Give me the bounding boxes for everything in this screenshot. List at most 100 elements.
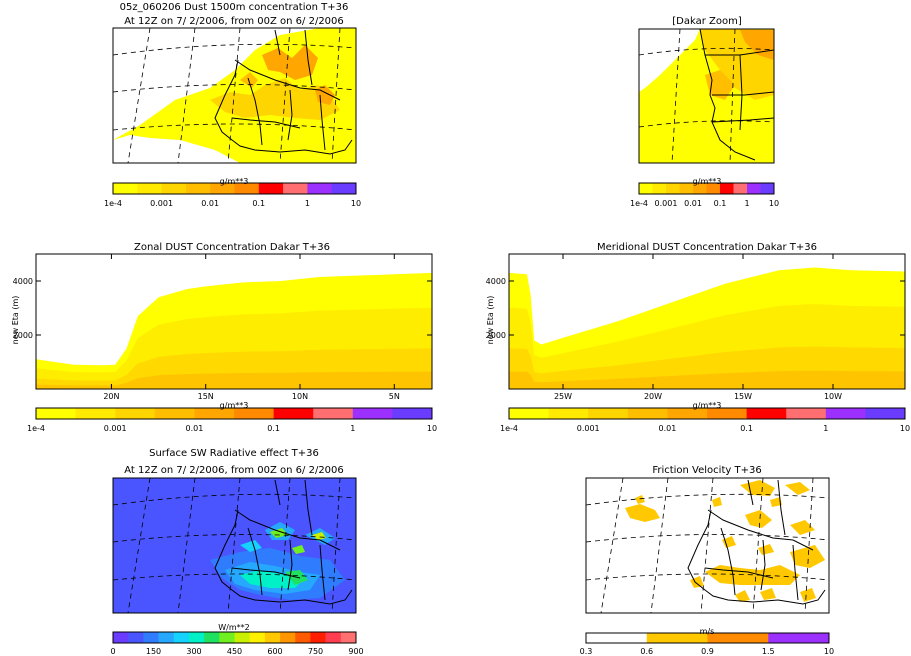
colorbar-swatch bbox=[652, 183, 667, 194]
colorbar-swatch bbox=[204, 632, 220, 643]
x-tick-label: 20N bbox=[103, 392, 119, 401]
colorbar-swatch bbox=[219, 632, 235, 643]
colorbar-swatch bbox=[331, 183, 357, 194]
colorbar-tick-label: 1.5 bbox=[762, 647, 775, 656]
colorbar-swatch bbox=[154, 408, 195, 419]
colorbar-swatch bbox=[258, 183, 284, 194]
colorbar-swatch bbox=[693, 183, 707, 194]
colorbar-tick-label: 1 bbox=[823, 424, 828, 433]
dust-colorbar-zonal: 1e-4 0.001 0.01 0.1 1 10 bbox=[27, 407, 437, 433]
colorbar-swatch bbox=[234, 632, 250, 643]
colorbar-tick-label: 900 bbox=[348, 647, 363, 656]
colorbar-swatch bbox=[234, 408, 274, 419]
dust-colorbar-zoom: 1e-4 0.001 0.01 0.1 1 10 bbox=[630, 182, 779, 208]
cb6-label: m/s bbox=[700, 627, 715, 636]
colorbar-tick-label: 0.01 bbox=[658, 424, 676, 433]
colorbar-swatch bbox=[586, 633, 648, 643]
colorbar-swatch bbox=[509, 408, 549, 419]
colorbar-tick-label: 0.01 bbox=[185, 424, 203, 433]
y-tick-label: 2000 bbox=[13, 331, 33, 340]
x-tick-label: 15W bbox=[734, 392, 752, 401]
colorbar-tick-label: 150 bbox=[146, 647, 161, 656]
colorbar-tick-label: 0.1 bbox=[267, 424, 280, 433]
colorbar-swatch bbox=[313, 408, 354, 419]
colorbar-tick-label: 1e-4 bbox=[104, 199, 122, 208]
colorbar-tick-label: 10 bbox=[351, 199, 361, 208]
colorbar-tick-label: 0.9 bbox=[701, 647, 714, 656]
colorbar-swatch bbox=[113, 632, 129, 643]
colorbar-tick-label: 1e-4 bbox=[630, 199, 648, 208]
cb4-label: g/m**3 bbox=[693, 401, 722, 410]
colorbar-swatch bbox=[310, 632, 326, 643]
colorbar-tick-label: 10 bbox=[824, 647, 834, 656]
zonal-title: Zonal DUST Concentration Dakar T+36 bbox=[134, 242, 330, 253]
sw-map-panel bbox=[112, 477, 357, 614]
colorbar-swatch bbox=[115, 408, 156, 419]
dust-colorbar-main: 1e-4 0.001 0.01 0.1 1 10 bbox=[104, 182, 361, 208]
colorbar-swatch bbox=[113, 183, 138, 194]
colorbar-tick-label: 0 bbox=[110, 647, 115, 656]
colorbar-swatch bbox=[706, 183, 721, 194]
colorbar-swatch bbox=[760, 183, 775, 194]
colorbar-swatch bbox=[210, 183, 235, 194]
x-tick-label: 10W bbox=[824, 392, 842, 401]
colorbar-tick-label: 450 bbox=[227, 647, 242, 656]
sw-subtitle: At 12Z on 7/ 2/2006, from 00Z on 6/ 2/20… bbox=[124, 465, 344, 476]
y-tick-label: 2000 bbox=[486, 331, 506, 340]
colorbar-swatch bbox=[639, 183, 653, 194]
colorbar-swatch bbox=[137, 183, 162, 194]
x-tick-label: 25W bbox=[554, 392, 572, 401]
colorbar-swatch bbox=[627, 408, 668, 419]
colorbar-swatch bbox=[188, 632, 205, 643]
colorbar-tick-label: 1 bbox=[305, 199, 310, 208]
colorbar-swatch bbox=[707, 408, 747, 419]
colorbar-swatch bbox=[825, 408, 866, 419]
colorbar-swatch bbox=[161, 183, 187, 194]
cb2-label: g/m**3 bbox=[693, 177, 722, 186]
colorbar-tick-label: 1 bbox=[350, 424, 355, 433]
meridional-section-panel: 2000 4000 25W 20W 15W 10W bbox=[486, 253, 906, 401]
colorbar-swatch bbox=[340, 632, 357, 643]
colorbar-swatch bbox=[249, 632, 266, 643]
dust-layer-inner bbox=[509, 370, 905, 389]
colorbar-tick-label: 0.001 bbox=[577, 424, 600, 433]
colorbar-swatch bbox=[392, 408, 433, 419]
colorbar-swatch bbox=[325, 632, 342, 643]
colorbar-swatch bbox=[865, 408, 906, 419]
colorbar-swatch bbox=[264, 632, 281, 643]
colorbar-tick-label: 1 bbox=[744, 199, 749, 208]
colorbar-tick-label: 0.001 bbox=[655, 199, 678, 208]
colorbar-tick-label: 1e-4 bbox=[27, 424, 45, 433]
x-tick-label: 5N bbox=[389, 392, 400, 401]
colorbar-tick-label: 10 bbox=[900, 424, 910, 433]
main-subtitle: At 12Z on 7/ 2/2006, from 00Z on 6/ 2/20… bbox=[124, 16, 344, 27]
dakar-zoom-panel bbox=[638, 28, 775, 164]
colorbar-swatch bbox=[128, 632, 144, 643]
colorbar-swatch bbox=[283, 183, 308, 194]
colorbar-tick-label: 0.1 bbox=[252, 199, 265, 208]
colorbar-tick-label: 0.1 bbox=[740, 424, 753, 433]
colorbar-swatch bbox=[786, 408, 827, 419]
colorbar-swatch bbox=[707, 633, 769, 643]
colorbar-tick-label: 300 bbox=[186, 647, 201, 656]
colorbar-swatch bbox=[36, 408, 76, 419]
colorbar-tick-label: 0.001 bbox=[104, 424, 127, 433]
y-tick-label: 4000 bbox=[486, 277, 506, 286]
colorbar-swatch bbox=[143, 632, 159, 643]
x-tick-label: 15N bbox=[198, 392, 214, 401]
colorbar-swatch bbox=[679, 183, 694, 194]
x-tick-label: 10N bbox=[292, 392, 308, 401]
colorbar-swatch bbox=[234, 183, 260, 194]
colorbar-swatch bbox=[548, 408, 589, 419]
colorbar-swatch bbox=[747, 183, 761, 194]
colorbar-swatch bbox=[307, 183, 332, 194]
colorbar-swatch bbox=[194, 408, 235, 419]
colorbar-swatch bbox=[746, 408, 787, 419]
colorbar-tick-label: 0.6 bbox=[640, 647, 653, 656]
colorbar-swatch bbox=[666, 183, 680, 194]
cb3-label: g/m**3 bbox=[220, 401, 249, 410]
friction-map-panel bbox=[585, 477, 830, 614]
colorbar-tick-label: 10 bbox=[427, 424, 437, 433]
colorbar-tick-label: 0.3 bbox=[580, 647, 593, 656]
